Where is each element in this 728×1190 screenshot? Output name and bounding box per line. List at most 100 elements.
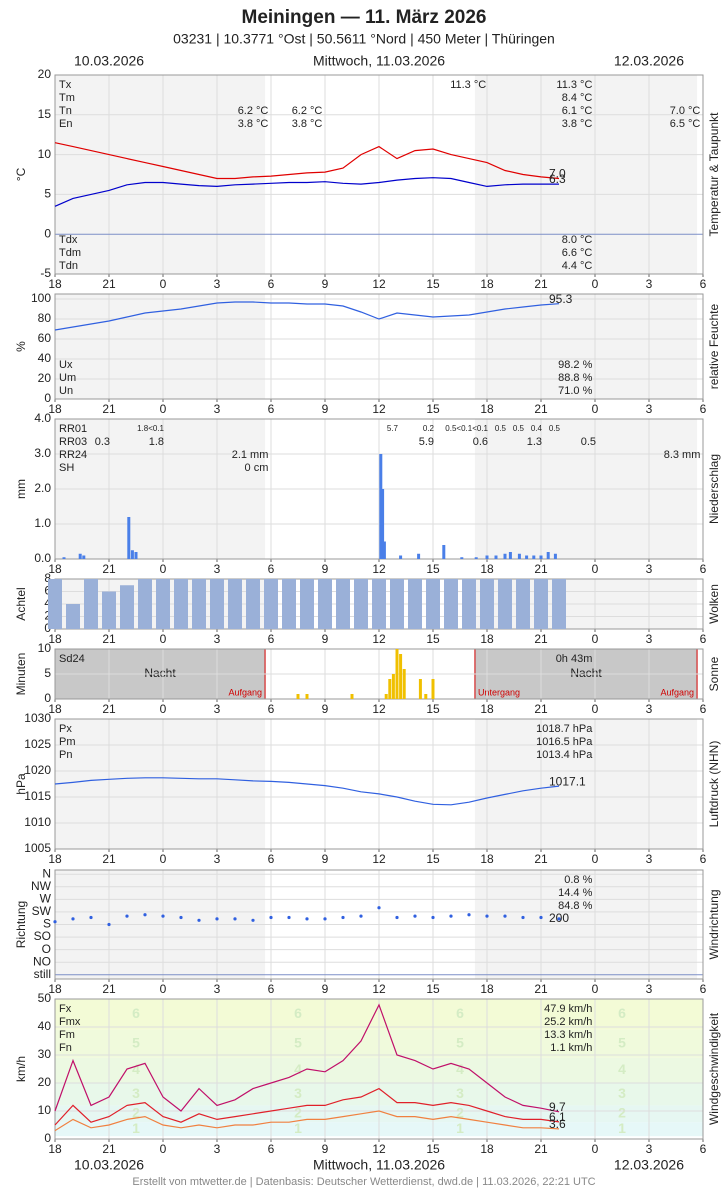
y-tick-label: 80	[38, 311, 52, 325]
x-tick-label: 18	[480, 632, 494, 646]
x-tick-label: 0	[160, 402, 167, 416]
x-tick-label: 18	[480, 562, 494, 576]
y-tick-label: 1025	[24, 737, 51, 751]
bar	[474, 557, 478, 559]
night-shade	[55, 719, 266, 849]
stat-label: RR03	[59, 436, 87, 448]
line	[54, 301, 560, 331]
y-tick-label: 40	[38, 1019, 52, 1033]
stat-label: Pm	[59, 736, 76, 748]
x-tick-label: 12	[372, 277, 386, 291]
end-label: 7.0	[549, 167, 566, 181]
side-label: Luftdruck (NHN)	[707, 741, 721, 828]
bar	[516, 579, 530, 629]
beaufort-label: 1	[132, 1120, 140, 1136]
point	[179, 915, 183, 920]
x-tick-label: 9	[322, 1142, 329, 1156]
y-tick-label: 10	[38, 641, 52, 655]
stat-label: Pn	[59, 749, 72, 761]
stat-value: 1.1 km/h	[550, 1042, 592, 1054]
beaufort-label: 4	[618, 1061, 626, 1077]
x-tick-label: 6	[700, 402, 707, 416]
x-tick-label: 0	[592, 277, 599, 291]
beaufort-label: 6	[294, 1005, 302, 1021]
x-tick-label: 6	[268, 632, 275, 646]
x-tick-label: 6	[700, 632, 707, 646]
end-label: 3.6	[549, 1117, 566, 1131]
x-tick-label: 21	[534, 402, 548, 416]
beaufort-label: 4	[132, 1061, 140, 1077]
bar	[120, 585, 134, 629]
point	[557, 917, 561, 921]
bar	[546, 552, 550, 559]
beaufort-label: 6	[618, 1005, 626, 1021]
stat-value: 0h 43m	[556, 653, 593, 665]
bar	[296, 694, 300, 699]
x-tick-label: 9	[322, 277, 329, 291]
x-tick-label: 6	[700, 982, 707, 996]
y-tick-label: O	[42, 942, 51, 956]
stat-value: 1016.5 hPa	[536, 736, 593, 748]
y-tick-label: 8	[44, 571, 51, 585]
y-tick-label: 30	[38, 1047, 52, 1061]
beaufort-label: 3	[132, 1085, 140, 1101]
beaufort-label: 1	[618, 1120, 626, 1136]
x-tick-label: 18	[48, 1142, 62, 1156]
bar	[384, 694, 388, 699]
x-tick-label: 3	[214, 1142, 221, 1156]
sun-event-label: Untergang	[478, 687, 520, 697]
date-right: 12.03.2026	[614, 53, 684, 69]
stat-value: 8.4 °C	[562, 92, 593, 104]
stat-label: SH	[59, 462, 74, 474]
beaufort-label: 2	[294, 1105, 302, 1121]
point	[197, 918, 201, 922]
x-tick-label: 3	[646, 277, 653, 291]
x-tick-label: 21	[534, 852, 548, 866]
bar	[174, 579, 188, 629]
bar	[210, 579, 224, 629]
stat-value: 5.9	[419, 436, 434, 448]
bar	[442, 545, 446, 559]
y-axis-label: %	[14, 341, 28, 352]
end-label: 6.1	[549, 1110, 566, 1124]
date-center: Mittwoch, 11.03.2026	[313, 53, 445, 69]
y-axis-label: hPa	[14, 773, 28, 795]
x-tick-label: 0	[160, 277, 167, 291]
beaufort-label: 5	[456, 1035, 464, 1051]
stat-value: 3.8 °C	[562, 118, 593, 130]
stat-value: 0.5	[581, 436, 596, 448]
stat-value: 11.3 °C	[556, 79, 592, 91]
y-tick-label: 50	[38, 991, 52, 1005]
stat-value: 5.7	[387, 424, 399, 433]
x-tick-label: 0	[592, 982, 599, 996]
y-tick-label: NO	[33, 954, 51, 968]
stat-value: 0.5	[549, 424, 561, 433]
bar	[503, 553, 507, 559]
y-tick-label: 60	[38, 331, 52, 345]
bar	[532, 555, 536, 559]
point	[413, 914, 417, 918]
stat-value: 0.6	[473, 436, 488, 448]
stat-label: Tx	[59, 79, 72, 91]
stat-value: 6.5 °C	[670, 118, 701, 130]
title: Meiningen — 11. März 2026	[242, 7, 487, 28]
bar	[354, 579, 368, 629]
stat-value: 13.3 km/h	[544, 1029, 592, 1041]
night-shade	[474, 75, 698, 274]
bar	[130, 550, 134, 559]
x-tick-label: 0	[592, 702, 599, 716]
x-tick-label: 21	[534, 1142, 548, 1156]
bar	[426, 579, 440, 629]
end-label: 95.3	[549, 292, 573, 306]
beaufort-label: 4	[456, 1061, 464, 1077]
stat-label: Sd24	[59, 653, 85, 665]
stat-value: 47.9 km/h	[544, 1003, 592, 1015]
plot-frame	[54, 293, 704, 400]
stat-value: 2.1 mm	[232, 449, 269, 461]
bar	[485, 555, 489, 559]
night-label: Nacht	[144, 666, 176, 680]
beaufort-label: 3	[618, 1085, 626, 1101]
stat-value: 1013.4 hPa	[536, 749, 593, 761]
bar	[431, 679, 435, 699]
stat-label: Un	[59, 385, 73, 397]
